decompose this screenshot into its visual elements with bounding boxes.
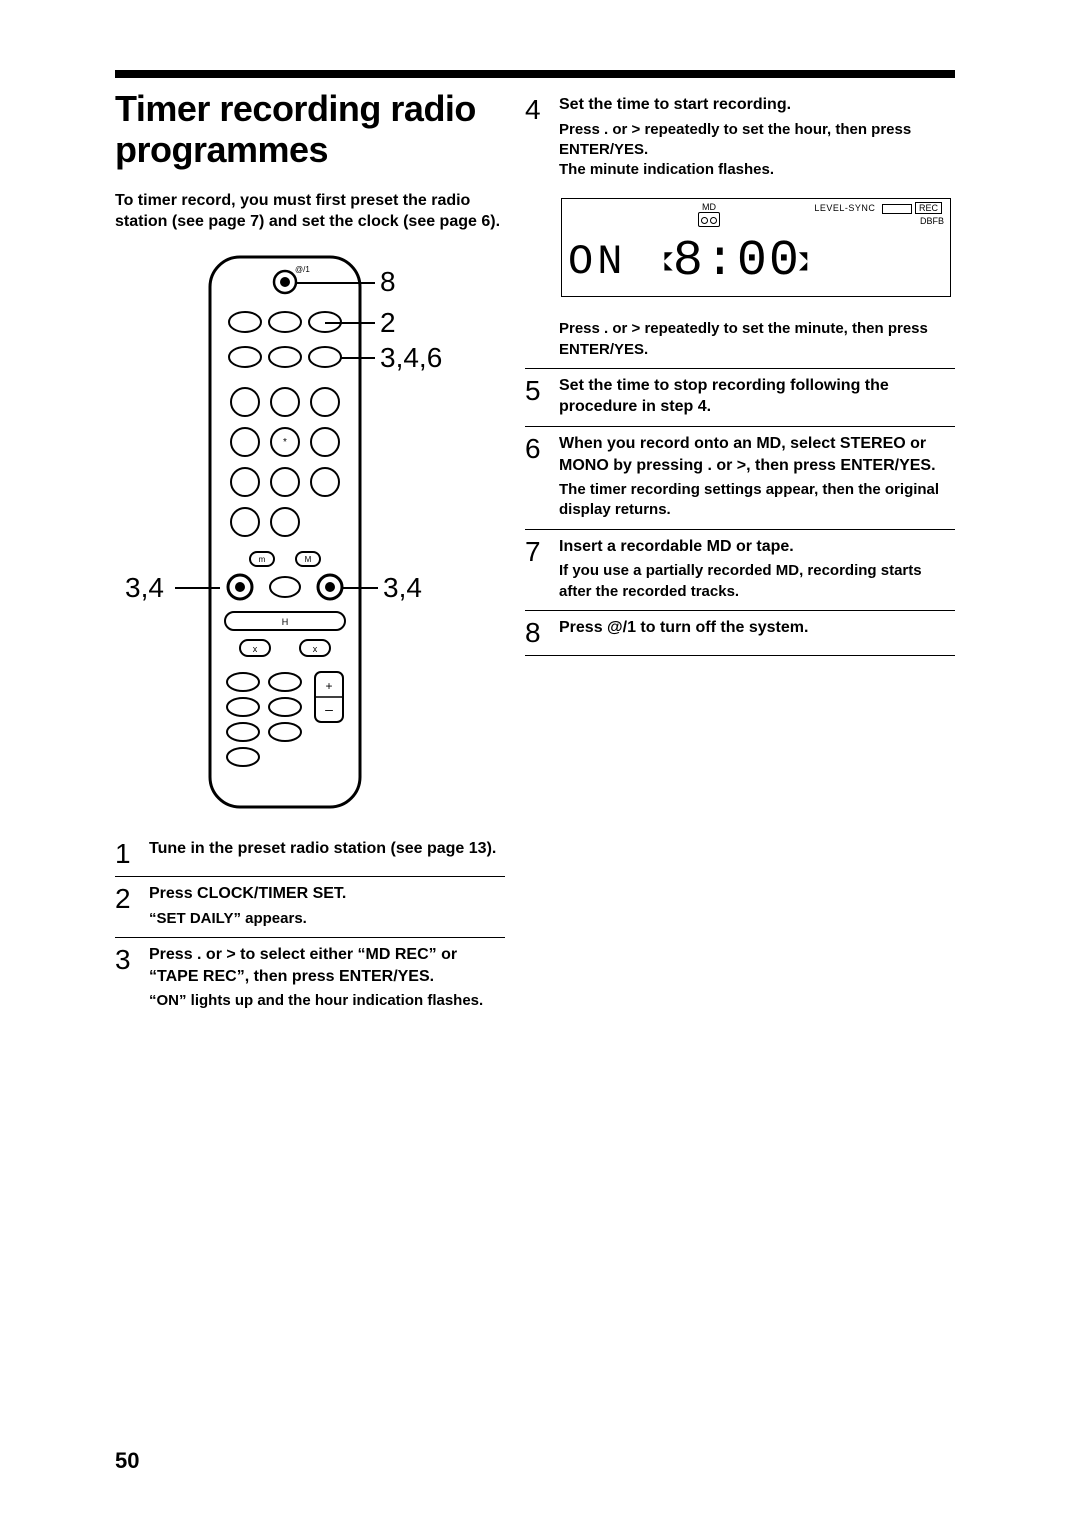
callout-8: 8 (380, 266, 396, 298)
dbfb-label: DBFB (814, 216, 944, 226)
display-main-row: ON ◤◣ 8 : 00 ◥◢ (568, 233, 944, 290)
step-sub: If you use a partially recorded MD, reco… (559, 561, 955, 602)
step-main: Press @/1 to turn off the system. (559, 619, 808, 636)
step-main: Tune in the preset radio station (see pa… (149, 840, 496, 857)
page-title: Timer recording radio programmes (115, 88, 505, 171)
step-2: 2 Press CLOCK/TIMER SET. “SET DAILY” app… (115, 877, 505, 938)
step-num: 4 (525, 94, 559, 124)
cassette-icon (698, 212, 720, 227)
left-column: Timer recording radio programmes To time… (115, 88, 525, 1020)
step-1: 1 Tune in the preset radio station (see … (115, 832, 505, 877)
step-main: Press CLOCK/TIMER SET. (149, 885, 346, 902)
callout-34-right: 3,4 (383, 572, 422, 604)
step-after-display: Press . or > repeatedly to set the minut… (559, 319, 955, 360)
flash-arrow-right-icon: ◥◢ (799, 252, 809, 272)
level-sync-label: LEVEL-SYNC (814, 203, 875, 213)
step-4-after: Press . or > repeatedly to set the minut… (525, 309, 955, 369)
svg-text:–: – (325, 701, 333, 717)
step-8: 8 Press @/1 to turn off the system. (525, 611, 955, 656)
hour: 8 (673, 233, 705, 290)
step-num: 6 (525, 433, 559, 463)
svg-text:x: x (313, 644, 318, 654)
minute: 00 (737, 233, 801, 290)
on-indicator: ON (568, 238, 626, 286)
left-steps: 1 Tune in the preset radio station (see … (115, 832, 505, 1019)
step-main: Set the time to stop recording following… (559, 377, 889, 416)
time-sep: : (705, 233, 737, 290)
rec-label: REC (915, 202, 942, 214)
step-main: Press . or > to select either “MD REC” o… (149, 946, 457, 985)
callout-2: 2 (380, 307, 396, 339)
step-main: Set the time to start recording. (559, 96, 791, 113)
step-5: 5 Set the time to stop recording followi… (525, 369, 955, 427)
callout-346: 3,4,6 (380, 342, 442, 374)
display-top-row: MD LEVEL-SYNC REC DBFB (568, 203, 944, 230)
remote-diagram: @/1 * (125, 252, 485, 812)
md-label: MD (698, 203, 720, 212)
remote-icon: @/1 * (205, 252, 365, 812)
svg-text:+: + (325, 679, 332, 693)
svg-text:H: H (282, 617, 289, 627)
page-number: 50 (115, 1448, 139, 1474)
step-6: 6 When you record onto an MD, select STE… (525, 427, 955, 530)
step-4-head: 4 Set the time to start recording. Press… (525, 88, 955, 188)
step-num-spacer (525, 315, 559, 317)
svg-text:*: * (283, 437, 287, 448)
page-content: Timer recording radio programmes To time… (115, 88, 955, 1020)
svg-text:m: m (259, 555, 266, 564)
step-3: 3 Press . or > to select either “MD REC”… (115, 938, 505, 1019)
svg-text:@/1: @/1 (295, 265, 310, 274)
step-num: 7 (525, 536, 559, 566)
display-panel: MD LEVEL-SYNC REC DBFB ON ◤◣ (561, 198, 951, 297)
step-num: 2 (115, 883, 149, 913)
step-sub: “SET DAILY” appears. (149, 909, 505, 929)
top-rule (115, 70, 955, 78)
step-main: Insert a recordable MD or tape. (559, 538, 794, 555)
step-sub: The timer recording settings appear, the… (559, 480, 955, 521)
step-num: 1 (115, 838, 149, 868)
step-sub: “ON” lights up and the hour indication f… (149, 991, 505, 1011)
step-num: 3 (115, 944, 149, 974)
callout-34-left: 3,4 (125, 572, 164, 604)
svg-text:M: M (305, 555, 312, 564)
flash-arrow-left-icon: ◤◣ (664, 252, 674, 272)
right-column: 4 Set the time to start recording. Press… (525, 88, 955, 1020)
step-num: 8 (525, 617, 559, 647)
step-sub: Press . or > repeatedly to set the hour,… (559, 120, 955, 181)
step-7: 7 Insert a recordable MD or tape. If you… (525, 530, 955, 611)
intro-paragraph: To timer record, you must first preset t… (115, 191, 505, 233)
step-num: 5 (525, 375, 559, 405)
time-display: ◤◣ 8 : 00 ◥◢ (666, 233, 807, 290)
svg-text:x: x (253, 644, 258, 654)
step-main: When you record onto an MD, select STERE… (559, 435, 936, 474)
